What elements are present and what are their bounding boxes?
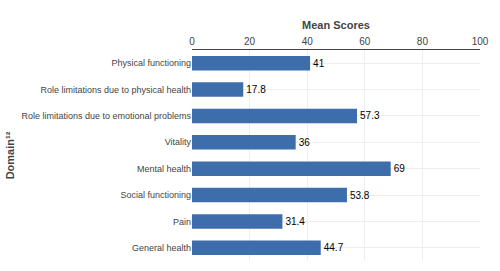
svg-text:General health: General health: [132, 243, 191, 253]
svg-text:Physical functioning: Physical functioning: [111, 58, 191, 68]
svg-text:53.8: 53.8: [350, 190, 370, 201]
svg-text:40: 40: [302, 36, 314, 47]
svg-text:69: 69: [394, 163, 406, 174]
svg-text:0: 0: [189, 36, 195, 47]
svg-text:Social functioning: Social functioning: [120, 190, 191, 200]
svg-text:31.4: 31.4: [285, 216, 305, 227]
svg-text:Role limitations due to physic: Role limitations due to physical health: [40, 85, 191, 95]
svg-text:44.7: 44.7: [324, 242, 344, 253]
svg-text:36: 36: [299, 137, 311, 148]
svg-text:57.3: 57.3: [360, 110, 380, 121]
svg-text:100: 100: [472, 36, 489, 47]
svg-text:Mental health: Mental health: [137, 164, 191, 174]
svg-text:20: 20: [244, 36, 256, 47]
svg-text:Vitality: Vitality: [165, 137, 192, 147]
svg-text:17.8: 17.8: [246, 84, 266, 95]
svg-text:Role limitations due to emotio: Role limitations due to emotional proble…: [21, 111, 191, 121]
svg-text:41: 41: [313, 58, 325, 69]
svg-text:Domain¹²: Domain¹²: [4, 131, 16, 179]
svg-text:Mean Scores: Mean Scores: [302, 19, 370, 31]
svg-text:Pain: Pain: [173, 217, 191, 227]
svg-text:60: 60: [359, 36, 371, 47]
svg-text:80: 80: [417, 36, 429, 47]
